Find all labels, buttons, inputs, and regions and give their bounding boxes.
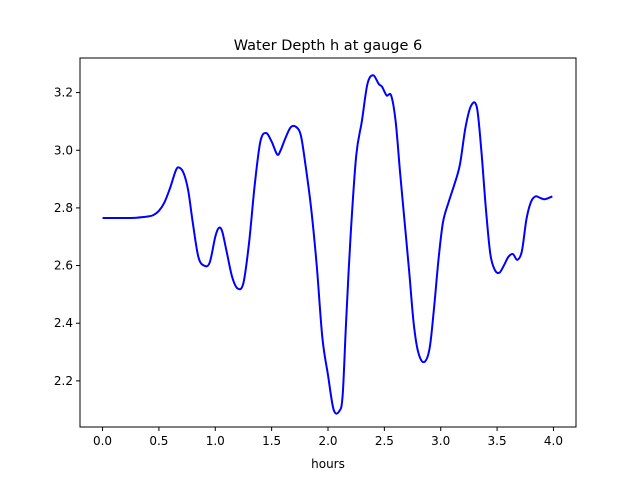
axes-frame [79, 57, 577, 428]
x-tick-label: 0.0 [93, 434, 112, 448]
x-tick-label: 1.5 [262, 434, 281, 448]
x-axis-label: hours [311, 457, 345, 471]
y-tick-label: 3.0 [54, 143, 73, 157]
chart-title: Water Depth h at gauge 6 [234, 38, 422, 54]
y-tick-label: 2.8 [54, 201, 73, 215]
series-line [102, 74, 553, 415]
y-tick-label: 2.6 [54, 259, 73, 273]
x-tick-label: 2.5 [375, 434, 394, 448]
x-tick-label: 0.5 [149, 434, 168, 448]
x-tick-label: 3.0 [431, 434, 450, 448]
y-tick-label: 2.4 [54, 316, 73, 330]
y-tick-label: 3.2 [54, 86, 73, 100]
y-tick-label: 2.2 [54, 374, 73, 388]
x-tick-label: 4.0 [544, 434, 563, 448]
x-tick-label: 3.5 [488, 434, 507, 448]
x-tick-label: 1.0 [206, 434, 225, 448]
x-axis-ticks: 0.0 0.5 1.0 1.5 2.0 2.5 3.0 3.5 4.0 [93, 427, 563, 448]
y-axis-ticks: 2.2 2.4 2.6 2.8 3.0 3.2 [54, 86, 80, 388]
x-tick-label: 2.0 [318, 434, 337, 448]
